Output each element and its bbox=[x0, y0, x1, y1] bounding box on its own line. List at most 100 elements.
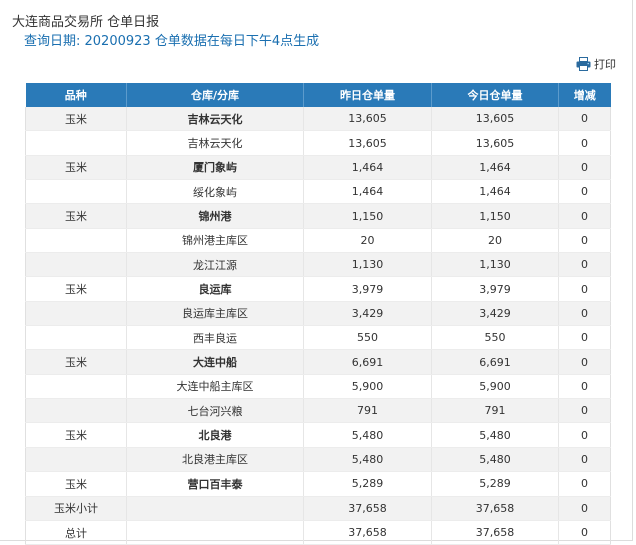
cell-variety bbox=[25, 301, 127, 327]
warrant-table: 品种 仓库/分库 昨日仓单量 今日仓单量 增减 玉米 吉林云天化 13,605 13,… bbox=[25, 83, 611, 545]
cell-warehouse: 吉林云天化 bbox=[126, 130, 304, 156]
table-row: 北良港主库区 5,480 5,480 0 bbox=[25, 447, 611, 473]
cell-change: 0 bbox=[558, 325, 611, 351]
cell-variety bbox=[25, 228, 127, 254]
cell-variety: 玉米 bbox=[25, 471, 127, 497]
cell-yesterday: 6,691 bbox=[303, 349, 432, 375]
cell-today: 5,480 bbox=[431, 422, 559, 448]
table-row: 大连中船主库区 5,900 5,900 0 bbox=[25, 374, 611, 400]
cell-today: 1,464 bbox=[431, 179, 559, 205]
cell-yesterday: 3,429 bbox=[303, 301, 432, 327]
cell-change: 0 bbox=[558, 496, 611, 521]
cell-today: 37,658 bbox=[431, 520, 559, 545]
table-row: 玉米小计 37,658 37,658 0 bbox=[25, 496, 611, 521]
print-label: 打印 bbox=[594, 58, 616, 71]
cell-today: 5,289 bbox=[431, 471, 559, 497]
cell-warehouse: 吉林云天化 bbox=[126, 107, 304, 132]
cell-variety bbox=[25, 130, 127, 156]
cell-warehouse: 北良港主库区 bbox=[126, 447, 304, 473]
cell-yesterday: 5,289 bbox=[303, 471, 432, 497]
col-header-variety: 品种 bbox=[25, 83, 127, 107]
cell-change: 0 bbox=[558, 422, 611, 448]
cell-change: 0 bbox=[558, 471, 611, 497]
table-header: 品种 仓库/分库 昨日仓单量 今日仓单量 增减 bbox=[25, 83, 611, 107]
cell-yesterday: 1,464 bbox=[303, 179, 432, 205]
table-row: 七台河兴粮 791 791 0 bbox=[25, 398, 611, 424]
cell-yesterday: 791 bbox=[303, 398, 432, 424]
cell-today: 550 bbox=[431, 325, 559, 351]
table-row: 锦州港主库区 20 20 0 bbox=[25, 228, 611, 254]
page-title: 大连商品交易所 仓单日报 bbox=[12, 15, 160, 30]
cell-today: 6,691 bbox=[431, 349, 559, 375]
cell-today: 1,130 bbox=[431, 252, 559, 278]
cell-variety bbox=[25, 179, 127, 205]
table-row: 玉米 营口百丰泰 5,289 5,289 0 bbox=[25, 471, 611, 497]
cell-change: 0 bbox=[558, 398, 611, 424]
cell-variety: 玉米 bbox=[25, 155, 127, 181]
cell-today: 5,480 bbox=[431, 447, 559, 473]
table-row: 吉林云天化 13,605 13,605 0 bbox=[25, 130, 611, 156]
cell-variety bbox=[25, 252, 127, 278]
cell-change: 0 bbox=[558, 228, 611, 254]
cell-today: 3,429 bbox=[431, 301, 559, 327]
cell-today: 37,658 bbox=[431, 496, 559, 521]
table-row: 西丰良运 550 550 0 bbox=[25, 325, 611, 351]
cell-change: 0 bbox=[558, 349, 611, 375]
cell-change: 0 bbox=[558, 107, 611, 132]
print-button[interactable]: 打印 bbox=[576, 56, 616, 72]
cell-warehouse: 北良港 bbox=[126, 422, 304, 448]
cell-yesterday: 5,480 bbox=[303, 447, 432, 473]
printer-icon bbox=[576, 57, 591, 71]
cell-warehouse bbox=[126, 496, 304, 521]
cell-today: 13,605 bbox=[431, 130, 559, 156]
table-body: 玉米 吉林云天化 13,605 13,605 0 吉林云天化 13,605 13,605 0 玉米… bbox=[25, 107, 611, 545]
cell-warehouse: 锦州港主库区 bbox=[126, 228, 304, 254]
cell-yesterday: 1,464 bbox=[303, 155, 432, 181]
cell-variety: 玉米 bbox=[25, 349, 127, 375]
cell-change: 0 bbox=[558, 252, 611, 278]
cell-yesterday: 13,605 bbox=[303, 130, 432, 156]
cell-variety: 玉米 bbox=[25, 422, 127, 448]
cell-warehouse bbox=[126, 520, 304, 545]
cell-warehouse: 良运库 bbox=[126, 276, 304, 302]
cell-today: 1,150 bbox=[431, 203, 559, 229]
table-row: 绥化象屿 1,464 1,464 0 bbox=[25, 179, 611, 205]
cell-today: 5,900 bbox=[431, 374, 559, 400]
cell-yesterday: 37,658 bbox=[303, 496, 432, 521]
cell-yesterday: 37,658 bbox=[303, 520, 432, 545]
table-row: 良运库主库区 3,429 3,429 0 bbox=[25, 301, 611, 327]
table-row: 玉米 厦门象屿 1,464 1,464 0 bbox=[25, 155, 611, 181]
cell-change: 0 bbox=[558, 520, 611, 545]
table-row: 总计 37,658 37,658 0 bbox=[25, 520, 611, 545]
cell-change: 0 bbox=[558, 203, 611, 229]
cell-variety: 总计 bbox=[25, 520, 127, 545]
cell-variety bbox=[25, 325, 127, 351]
cell-today: 20 bbox=[431, 228, 559, 254]
table-row: 玉米 吉林云天化 13,605 13,605 0 bbox=[25, 107, 611, 132]
cell-change: 0 bbox=[558, 301, 611, 327]
table-row: 龙江江源 1,130 1,130 0 bbox=[25, 252, 611, 278]
cell-yesterday: 3,979 bbox=[303, 276, 432, 302]
cell-change: 0 bbox=[558, 276, 611, 302]
table-header-row: 品种 仓库/分库 昨日仓单量 今日仓单量 增减 bbox=[25, 83, 611, 107]
query-date-subtitle: 查询日期: 20200923 仓单数据在每日下午4点生成 bbox=[24, 34, 320, 49]
cell-variety bbox=[25, 398, 127, 424]
cell-yesterday: 1,150 bbox=[303, 203, 432, 229]
col-header-today: 今日仓单量 bbox=[431, 83, 559, 107]
cell-warehouse: 西丰良运 bbox=[126, 325, 304, 351]
cell-yesterday: 5,480 bbox=[303, 422, 432, 448]
cell-warehouse: 良运库主库区 bbox=[126, 301, 304, 327]
cell-today: 791 bbox=[431, 398, 559, 424]
cell-today: 1,464 bbox=[431, 155, 559, 181]
cell-change: 0 bbox=[558, 374, 611, 400]
cell-change: 0 bbox=[558, 130, 611, 156]
cell-variety: 玉米 bbox=[25, 276, 127, 302]
cell-warehouse: 龙江江源 bbox=[126, 252, 304, 278]
table-row: 玉米 良运库 3,979 3,979 0 bbox=[25, 276, 611, 302]
cell-variety: 玉米 bbox=[25, 107, 127, 132]
cell-change: 0 bbox=[558, 155, 611, 181]
cell-warehouse: 厦门象屿 bbox=[126, 155, 304, 181]
table-row: 玉米 锦州港 1,150 1,150 0 bbox=[25, 203, 611, 229]
cell-variety: 玉米 bbox=[25, 203, 127, 229]
cell-yesterday: 13,605 bbox=[303, 107, 432, 132]
